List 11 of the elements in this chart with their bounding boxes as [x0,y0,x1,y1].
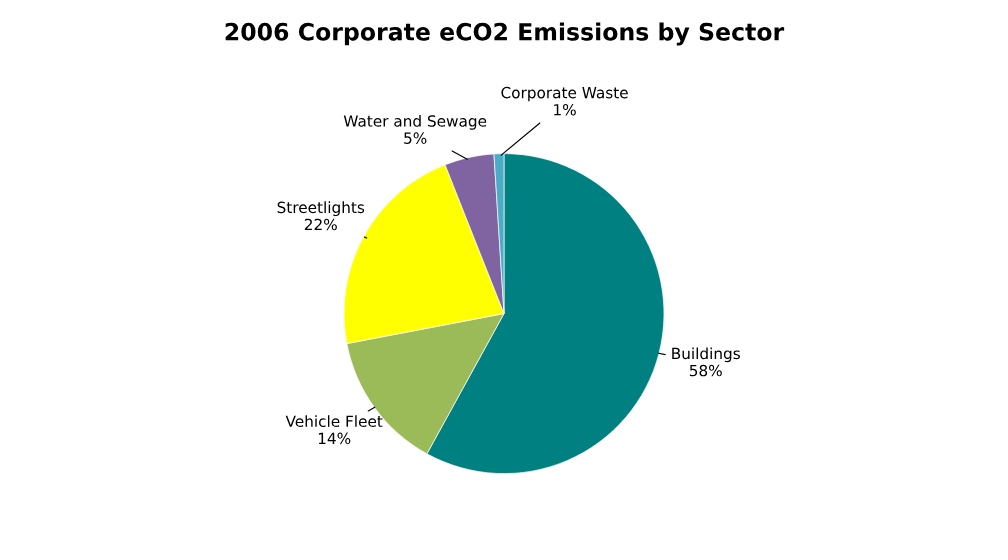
slice-label: Corporate Waste [501,86,628,102]
chart-title: 2006 Corporate eCO2 Emissions by Sector [225,22,785,46]
slice-label: Water and Sewage [343,114,487,130]
data-label: 58% [689,364,722,377]
data-label: 5% [404,132,427,144]
slice-label: Buildings [672,347,740,363]
slice-label: Streetlights [277,201,365,217]
data-label: 22% [304,218,337,231]
slice-label: Vehicle Fleet [285,415,383,428]
data-label: 1% [554,103,576,116]
data-label: 14% [318,432,351,445]
